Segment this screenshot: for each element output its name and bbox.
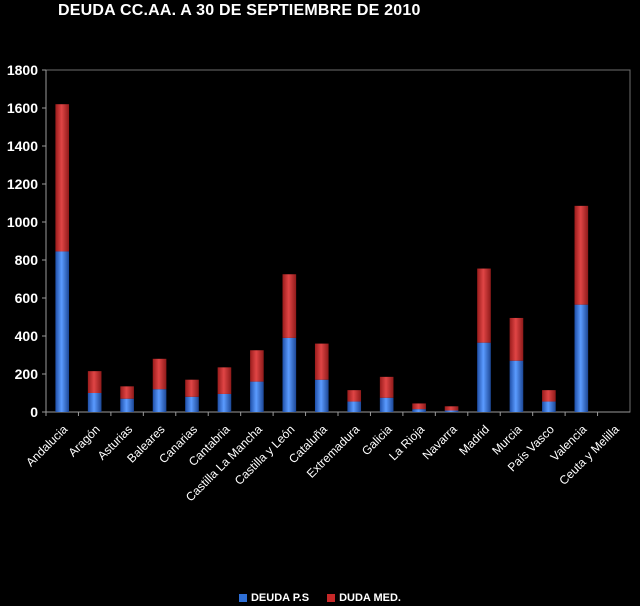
bar-segment-duda-med bbox=[347, 390, 362, 402]
bar-segment-duda-med bbox=[282, 274, 297, 338]
y-tick-label: 1400 bbox=[7, 138, 38, 154]
bar-segment-deuda-ps bbox=[444, 410, 459, 412]
y-tick-label: 1200 bbox=[7, 176, 38, 192]
bar-segment-deuda-ps bbox=[379, 397, 394, 412]
bar-segment-deuda-ps bbox=[55, 251, 70, 412]
bar-segment-duda-med bbox=[412, 403, 426, 410]
bar-segment-duda-med bbox=[87, 371, 102, 393]
bar-segment-duda-med bbox=[55, 104, 70, 252]
bar-segment-deuda-ps bbox=[477, 342, 491, 412]
y-tick-label: 1600 bbox=[7, 100, 38, 116]
legend-item-deuda-ps: DEUDA P.S bbox=[238, 592, 310, 604]
legend-swatch-red bbox=[327, 594, 336, 602]
y-tick-label: 200 bbox=[15, 366, 39, 382]
bar-segment-deuda-ps bbox=[282, 337, 297, 412]
y-tick-label: 1000 bbox=[7, 214, 38, 230]
y-tick-label: 800 bbox=[15, 252, 39, 268]
legend-label: DUDA MED. bbox=[339, 592, 401, 604]
bar-segment-duda-med bbox=[217, 367, 232, 394]
bar-segment-deuda-ps bbox=[185, 396, 199, 412]
bar-segment-duda-med bbox=[379, 376, 394, 398]
bar-segment-deuda-ps bbox=[509, 360, 524, 412]
bar-segment-duda-med bbox=[185, 379, 199, 397]
x-tick-label: Andalucia bbox=[23, 422, 70, 469]
bar-segment-deuda-ps bbox=[574, 304, 589, 412]
legend-item-duda-med: DUDA MED. bbox=[327, 592, 401, 604]
bar-segment-deuda-ps bbox=[152, 389, 167, 412]
bar-segment-deuda-ps bbox=[87, 393, 102, 412]
legend: DEUDA P.S DUDA MED. bbox=[0, 590, 640, 606]
bar-segment-duda-med bbox=[152, 358, 167, 390]
chart-title: DEUDA CC.AA. A 30 DE SEPTIEMBRE DE 2010 bbox=[58, 2, 421, 19]
legend-label: DEUDA P.S bbox=[250, 592, 310, 604]
bar-segment-duda-med bbox=[250, 350, 264, 382]
x-tick-label: Madrid bbox=[456, 422, 492, 458]
x-tick-label: La Rioja bbox=[386, 422, 427, 463]
bar-segment-duda-med bbox=[120, 386, 134, 399]
bar-segment-duda-med bbox=[477, 268, 491, 343]
bar-segment-deuda-ps bbox=[412, 409, 426, 412]
bar-segment-deuda-ps bbox=[217, 393, 232, 412]
bar-segment-deuda-ps bbox=[314, 379, 329, 412]
bar-segment-deuda-ps bbox=[542, 401, 556, 412]
y-tick-label: 600 bbox=[15, 290, 39, 306]
plot-border bbox=[45, 69, 631, 413]
y-tick-label: 400 bbox=[15, 328, 39, 344]
bar-chart: 0 200 400 600 800 1000 1200 1400 1600 1800 Andaluc… bbox=[7, 62, 631, 504]
legend-swatch-blue bbox=[238, 594, 247, 602]
bar-segment-duda-med bbox=[444, 406, 459, 411]
bar-segment-deuda-ps bbox=[347, 401, 362, 412]
x-tick-label: Navarra bbox=[420, 422, 460, 462]
y-tick-label: 0 bbox=[30, 404, 38, 420]
y-tick-label: 1800 bbox=[7, 62, 38, 78]
bar-segment-duda-med bbox=[574, 205, 589, 305]
bar-segment-duda-med bbox=[314, 343, 329, 380]
bar-segment-duda-med bbox=[509, 317, 524, 361]
bar-segment-deuda-ps bbox=[120, 398, 134, 412]
bar-segment-duda-med bbox=[542, 390, 556, 402]
bar-segment-deuda-ps bbox=[250, 381, 264, 412]
